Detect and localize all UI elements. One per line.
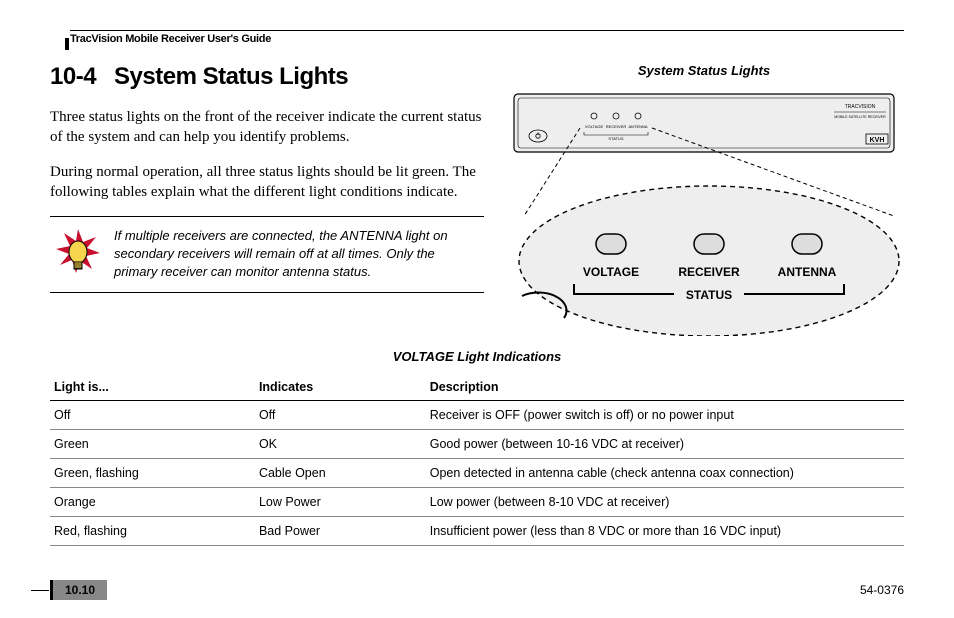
table-cell: Low power (between 8-10 VDC at receiver)	[426, 488, 904, 517]
header-title: TracVision Mobile Receiver User's Guide	[70, 33, 904, 45]
body-paragraph: Three status lights on the front of the …	[50, 107, 484, 148]
table-row: Green, flashingCable OpenOpen detected i…	[50, 459, 904, 488]
table-caption: VOLTAGE Light Indications	[50, 349, 904, 364]
svg-text:MOBILE SATELLITE RECEIVER: MOBILE SATELLITE RECEIVER	[834, 115, 886, 119]
lightbulb-icon	[56, 227, 100, 281]
figure-caption: System Status Lights	[504, 63, 904, 78]
receiver-label: RECEIVER	[678, 265, 740, 279]
brand-bottom-label: KVH	[870, 137, 885, 144]
svg-text:ANTENNA: ANTENNA	[628, 124, 647, 129]
table-row: OrangeLow PowerLow power (between 8-10 V…	[50, 488, 904, 517]
status-label: STATUS	[686, 288, 732, 302]
status-lights-diagram: VOLTAGE RECEIVER ANTENNA STATUS TRACVISI…	[504, 86, 904, 336]
antenna-label: ANTENNA	[778, 265, 837, 279]
page-footer: 10.10 54-0376	[50, 580, 904, 600]
table-cell: Cable Open	[255, 459, 426, 488]
document-id: 54-0376	[860, 583, 904, 597]
tip-text: If multiple receivers are connected, the…	[114, 227, 478, 282]
figure-column: System Status Lights VOLTAGE RECEIVER AN…	[504, 63, 904, 341]
svg-text:RECEIVER: RECEIVER	[606, 124, 627, 129]
table-header: Indicates	[255, 374, 426, 401]
tip-callout: If multiple receivers are connected, the…	[50, 216, 484, 293]
section-heading: 10-4 System Status Lights	[50, 63, 484, 91]
table-cell: Low Power	[255, 488, 426, 517]
header-tick	[65, 38, 69, 50]
text-column: 10-4 System Status Lights Three status li…	[50, 63, 484, 341]
table-header: Light is...	[50, 374, 255, 401]
table-row: OffOffReceiver is OFF (power switch is o…	[50, 401, 904, 430]
table-row: Red, flashingBad PowerInsufficient power…	[50, 517, 904, 546]
table-cell: OK	[255, 430, 426, 459]
table-cell: Insufficient power (less than 8 VDC or m…	[426, 517, 904, 546]
voltage-table: Light is... Indicates Description OffOff…	[50, 374, 904, 546]
table-cell: Open detected in antenna cable (check an…	[426, 459, 904, 488]
voltage-label: VOLTAGE	[583, 265, 639, 279]
table-cell: Green, flashing	[50, 459, 255, 488]
table-cell: Green	[50, 430, 255, 459]
svg-text:VOLTAGE: VOLTAGE	[585, 124, 604, 129]
body-paragraph: During normal operation, all three statu…	[50, 162, 484, 203]
table-cell: Red, flashing	[50, 517, 255, 546]
section-title: System Status Lights	[114, 63, 348, 90]
table-cell: Off	[255, 401, 426, 430]
page-number: 10.10	[50, 580, 107, 600]
svg-text:STATUS: STATUS	[608, 136, 624, 141]
header-rule	[70, 30, 904, 31]
section-number: 10-4	[50, 63, 96, 90]
table-cell: Receiver is OFF (power switch is off) or…	[426, 401, 904, 430]
table-cell: Off	[50, 401, 255, 430]
table-cell: Orange	[50, 488, 255, 517]
table-row: GreenOKGood power (between 10-16 VDC at …	[50, 430, 904, 459]
table-cell: Bad Power	[255, 517, 426, 546]
table-cell: Good power (between 10-16 VDC at receive…	[426, 430, 904, 459]
brand-top-label: TRACVISION	[845, 104, 876, 110]
table-header: Description	[426, 374, 904, 401]
